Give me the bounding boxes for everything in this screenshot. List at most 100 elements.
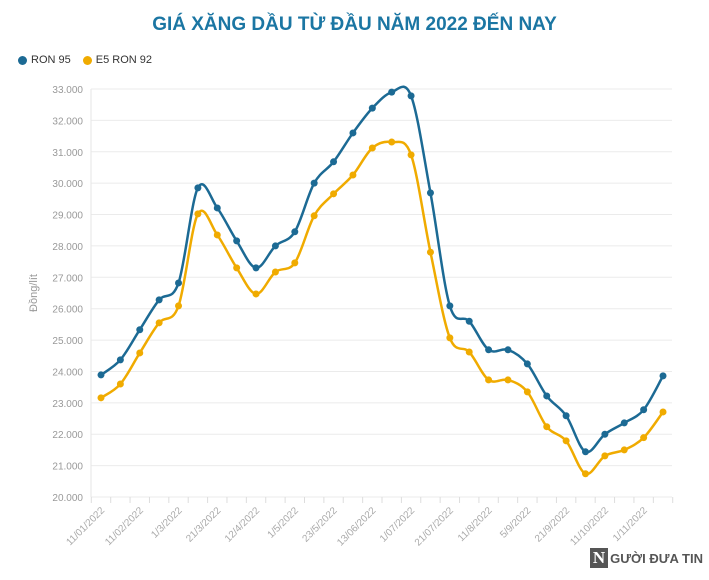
data-point-e5-ron92 <box>582 470 589 478</box>
data-point-e5-ron92 <box>349 171 357 179</box>
y-tick-label: 32.000 <box>52 116 83 127</box>
data-point-e5-ron92 <box>523 388 531 396</box>
y-tick-label: 22.000 <box>52 430 83 441</box>
data-point-ron95 <box>330 158 338 166</box>
data-point-ron95 <box>213 204 221 212</box>
legend-label-e5: E5 RON 92 <box>95 54 152 66</box>
data-point-e5-ron92 <box>407 151 415 159</box>
data-point-ron95 <box>136 326 144 334</box>
data-point-ron95 <box>504 346 512 354</box>
data-point-ron95 <box>155 296 163 304</box>
data-point-ron95 <box>485 346 493 354</box>
y-axis-title: Đồng/lít <box>28 274 40 312</box>
data-point-ron95 <box>175 279 183 287</box>
data-point-ron95 <box>349 129 357 137</box>
data-point-e5-ron92 <box>620 446 628 454</box>
data-point-e5-ron92 <box>271 268 279 276</box>
data-point-e5-ron92 <box>252 290 260 298</box>
data-point-e5-ron92 <box>562 437 570 445</box>
y-tick-label: 29.000 <box>52 211 83 222</box>
legend: RON 95 E5 RON 92 <box>18 54 152 66</box>
data-point-e5-ron92 <box>233 264 241 272</box>
data-point-e5-ron92 <box>213 231 221 239</box>
data-point-ron95 <box>194 184 202 192</box>
x-tick-label: 11/8/2022 <box>456 505 495 544</box>
data-point-ron95 <box>659 372 667 380</box>
data-point-e5-ron92 <box>485 376 493 384</box>
data-point-ron95 <box>388 88 396 96</box>
data-point-e5-ron92 <box>504 376 512 384</box>
data-point-ron95 <box>291 228 299 236</box>
data-point-ron95 <box>523 360 531 368</box>
data-point-e5-ron92 <box>446 334 454 342</box>
legend-swatch-ron95 <box>18 55 27 65</box>
data-point-e5-ron92 <box>659 408 667 416</box>
x-tick-label: 21/07/2022 <box>413 505 456 548</box>
y-tick-label: 20.000 <box>52 493 83 504</box>
x-tick-label: 1/5/2022 <box>266 505 302 541</box>
legend-swatch-e5 <box>82 55 92 65</box>
series-line-e5-ron92 <box>100 140 665 476</box>
x-tick-label: 5/9/2022 <box>498 505 534 541</box>
data-point-ron95 <box>233 237 241 245</box>
data-point-ron95 <box>271 242 279 250</box>
y-tick-label: 25.000 <box>52 336 83 347</box>
data-point-ron95 <box>582 448 589 456</box>
y-tick-label: 23.000 <box>52 399 83 410</box>
data-point-e5-ron92 <box>155 319 163 327</box>
data-point-e5-ron92 <box>543 423 551 431</box>
x-tick-label: 23/5/2022 <box>300 505 340 545</box>
data-point-ron95 <box>601 430 609 438</box>
y-tick-label: 30.000 <box>52 179 83 190</box>
y-tick-label: 31.000 <box>52 148 83 159</box>
data-point-e5-ron92 <box>601 452 609 460</box>
x-tick-label: 21/3/2022 <box>184 505 224 545</box>
y-tick-label: 27.000 <box>52 273 83 284</box>
data-point-e5-ron92 <box>291 259 299 267</box>
data-point-e5-ron92 <box>368 144 376 152</box>
data-point-e5-ron92 <box>194 210 202 218</box>
y-tick-label: 24.000 <box>52 367 83 378</box>
data-point-ron95 <box>543 392 551 400</box>
legend-item-ron95[interactable]: RON 95 <box>18 54 71 66</box>
watermark-logo: N GƯỜI ĐƯA TIN <box>589 548 703 568</box>
data-point-ron95 <box>368 104 376 112</box>
x-tick-label: 12/4/2022 <box>223 505 263 545</box>
x-tick-label: 21/9/2022 <box>533 505 573 545</box>
data-point-e5-ron92 <box>116 380 124 388</box>
data-point-e5-ron92 <box>175 302 183 310</box>
data-point-ron95 <box>116 356 124 364</box>
data-point-ron95 <box>252 264 260 272</box>
data-point-e5-ron92 <box>310 212 318 220</box>
data-point-ron95 <box>407 92 415 100</box>
data-point-e5-ron92 <box>640 434 648 442</box>
y-tick-label: 26.000 <box>52 305 83 316</box>
legend-label-ron95: RON 95 <box>31 54 71 66</box>
data-point-ron95 <box>446 302 454 310</box>
x-tick-label: 1/3/2022 <box>149 505 185 541</box>
data-point-e5-ron92 <box>388 138 396 146</box>
data-point-e5-ron92 <box>330 190 338 198</box>
data-point-ron95 <box>640 406 648 414</box>
x-tick-label: 11/02/2022 <box>103 505 146 548</box>
x-tick-label: 13/06/2022 <box>335 505 378 548</box>
x-tick-label: 11/10/2022 <box>568 505 611 548</box>
x-tick-label: 11/01/2022 <box>64 505 107 548</box>
chart-title: GIÁ XĂNG DẦU TỪ ĐẦU NĂM 2022 ĐẾN NAY <box>152 14 557 35</box>
y-tick-label: 33.000 <box>52 85 83 96</box>
x-tick-label: 1/07/2022 <box>378 505 418 545</box>
data-point-ron95 <box>562 412 570 420</box>
data-point-ron95 <box>620 419 628 427</box>
data-point-e5-ron92 <box>426 248 434 256</box>
data-point-e5-ron92 <box>465 348 473 356</box>
data-point-e5-ron92 <box>136 349 144 357</box>
data-point-e5-ron92 <box>97 394 105 402</box>
x-tick-label: 1/11/2022 <box>611 505 650 544</box>
data-point-ron95 <box>426 189 434 197</box>
y-tick-label: 28.000 <box>52 242 83 253</box>
y-tick-label: 21.000 <box>52 462 83 473</box>
data-point-ron95 <box>310 179 318 187</box>
legend-item-e5[interactable]: E5 RON 92 <box>82 54 152 66</box>
